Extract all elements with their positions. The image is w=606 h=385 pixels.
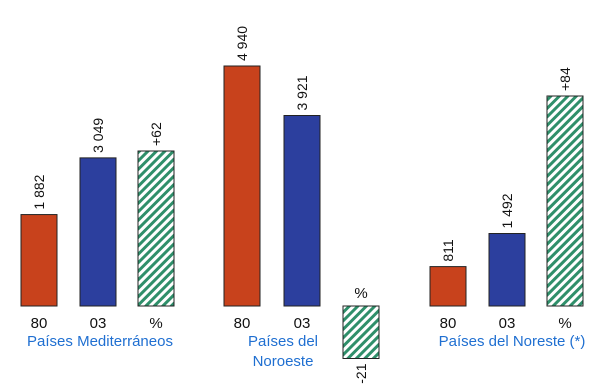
value-label-g2-03: 3 921 [294,75,310,110]
category-label-g3-03: 03 [499,315,516,332]
value-label-g3-pct: +84 [557,67,573,91]
value-label-g1-pct: +62 [148,122,164,146]
value-label-g3-03: 1 492 [499,193,515,228]
value-label-g1-03: 3 049 [90,118,106,153]
category-label-g2-03: 03 [294,315,311,332]
value-label-g3-80: 811 [440,239,456,262]
category-label-g2-80: 80 [234,315,251,332]
bar-g2-80 [223,65,261,307]
bar-g1-03 [79,157,117,307]
category-label-g1-03: 03 [90,315,107,332]
bar-g3-pct [546,95,584,307]
category-label-g1-80: 80 [31,315,48,332]
category-label-g2-pct: % [354,285,367,302]
category-label-g1-pct: % [149,315,162,332]
value-label-g1-80: 1 882 [31,174,47,209]
category-label-g3-80: 80 [440,315,457,332]
category-label-g3-pct: % [558,315,571,332]
group-label-3: Países del Noreste (*) [439,333,586,350]
group-label-2-line1: Países del [248,333,318,350]
bar-g2-03 [283,115,321,307]
value-label-g2-pct: -21 [353,363,369,383]
bar-g3-03 [488,233,526,307]
value-label-g2-80: 4 940 [234,26,250,61]
group-label-1: Países Mediterráneos [27,333,173,350]
bar-g1-pct [137,150,175,307]
group-label-2-line2: Noroeste [253,353,314,370]
bar-g1-80 [20,214,58,307]
bar-g3-80 [429,266,467,307]
bar-g2-pct [342,305,380,359]
